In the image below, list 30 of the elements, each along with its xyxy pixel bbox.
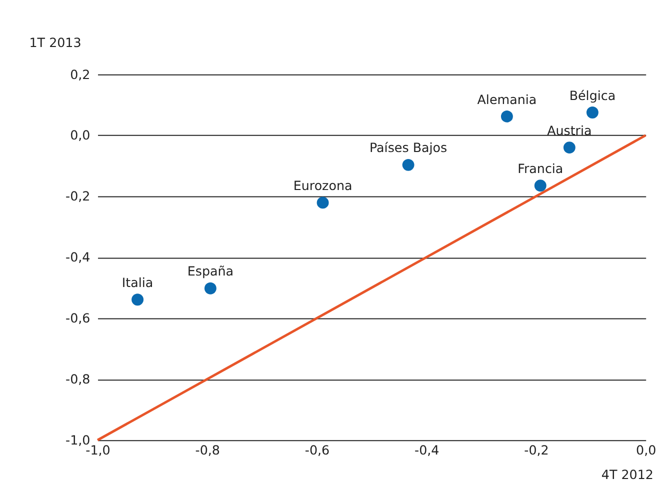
point [500,110,513,122]
y-tick-label: -0,4 [66,250,90,265]
x-tick-label: -0,4 [414,442,440,458]
annotation: Bélgica [569,88,616,103]
x-tick-label: 0,0 [636,442,656,458]
point [316,196,329,209]
annotation: Italia [122,274,154,290]
point [204,282,216,294]
point [132,294,144,306]
y-tick-label: -1,0 [66,432,90,448]
y-axis-title: 1T 2013 [29,35,82,50]
annotation: Alemania [477,92,537,107]
annotation: Países Bajos [369,140,448,156]
y-tick-label: -0,8 [66,372,90,387]
point [534,180,546,192]
annotation: Francia [518,160,564,176]
y-tick-label: 0,2 [70,66,90,82]
annotation: Eurozona [293,178,352,194]
point [586,106,598,118]
annotation: España [187,264,234,279]
y-tick-label: -0,6 [66,310,90,326]
x-tick-label: -0,2 [524,442,549,458]
y-tick-label: 0,0 [70,128,90,143]
point [563,142,576,154]
x-tick-label: -0,6 [304,442,330,458]
point [402,158,414,171]
x-tick-label: -0,8 [195,442,220,458]
y-tick-label: -0,2 [66,188,90,204]
x-axis-title: 4T 2012 [601,467,654,482]
annotation: Austria [547,122,592,138]
